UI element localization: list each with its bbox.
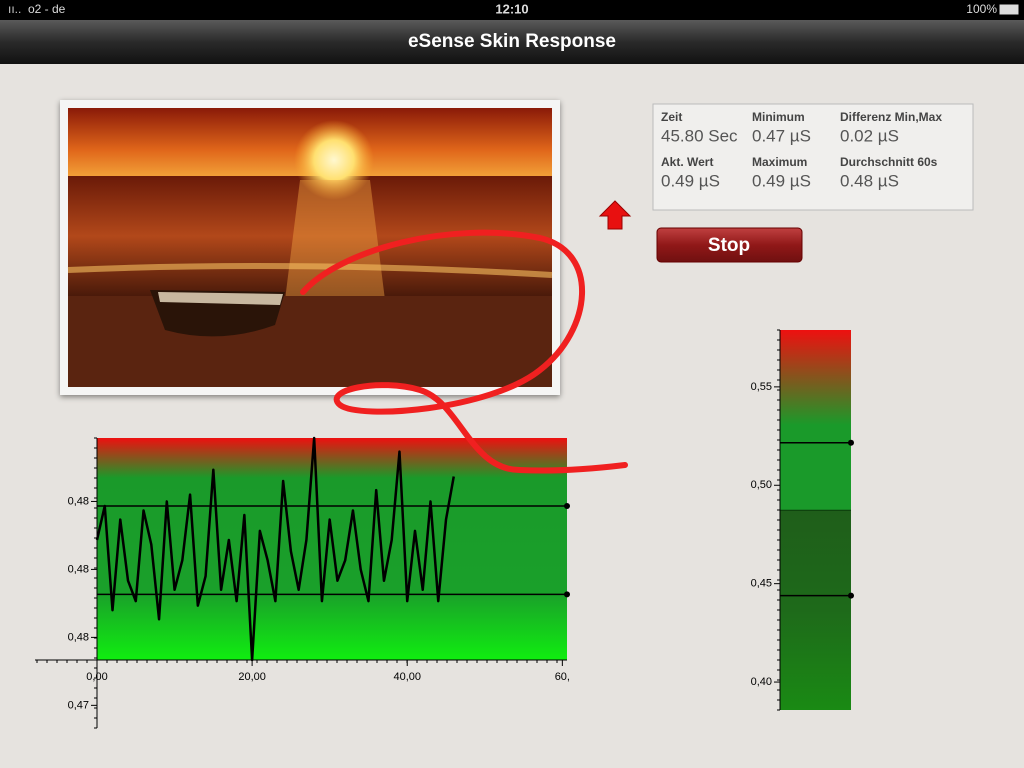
status-bar xyxy=(0,0,1024,20)
reference-dot xyxy=(564,591,570,598)
clock: 12:10 xyxy=(495,1,528,16)
stop-button[interactable]: Stop xyxy=(656,227,803,263)
x-tick-label: 60, xyxy=(555,671,570,683)
x-tick-label: 40,00 xyxy=(393,671,421,683)
photo-boat-top xyxy=(158,292,283,305)
photo-glare xyxy=(285,180,385,300)
stats-panel xyxy=(652,103,974,211)
stats: Zeit 45.80 Sec Minimum 0.47 µS Differenz Min… xyxy=(661,110,942,190)
stat-label: Differenz Min,Max xyxy=(840,110,942,124)
stat-label: Maximum xyxy=(752,155,807,169)
y-tick-label: 0,48 xyxy=(68,563,89,575)
photo-sea xyxy=(68,176,552,296)
y-tick-label: 0,48 xyxy=(68,631,89,643)
nav-bar xyxy=(0,20,1024,64)
y-tick-label: 0,48 xyxy=(68,495,89,507)
scribble xyxy=(300,229,628,474)
battery-text: 100% xyxy=(966,2,997,16)
reference-dot xyxy=(848,592,854,599)
photo-sun xyxy=(294,120,374,200)
nav-title: eSense Skin Response xyxy=(408,31,616,52)
arrow-up xyxy=(598,200,632,230)
stat-label: Durchschnitt 60s xyxy=(840,155,938,169)
plot-background xyxy=(97,438,567,660)
stat-value: 0.48 µS xyxy=(840,171,899,190)
x-tick-label: 20,00 xyxy=(238,671,266,683)
stat-value: 0.02 µS xyxy=(840,126,899,145)
y-tick-label: 0,47 xyxy=(68,699,89,711)
stat-label: Zeit xyxy=(661,110,682,124)
data-line xyxy=(95,436,455,662)
stat-label: Minimum xyxy=(752,110,805,124)
stat-value: 0.49 µS xyxy=(752,171,811,190)
stat-value: 45.80 Sec xyxy=(661,126,738,145)
y-tick-label: 0,55 xyxy=(751,381,772,393)
carrier: o2 - de xyxy=(28,2,66,16)
stat-label: Akt. Wert xyxy=(661,155,713,169)
photo-wave xyxy=(67,263,553,278)
stop-button-label[interactable]: Stop xyxy=(708,235,750,256)
x-tick-label: 0,00 xyxy=(86,671,107,683)
gauge-bar xyxy=(780,510,851,710)
stop-button-bg[interactable] xyxy=(656,227,803,263)
y-tick-label: 0,40 xyxy=(751,676,772,688)
stat-value: 0.49 µS xyxy=(661,171,720,190)
battery-icon xyxy=(999,4,1019,15)
photo xyxy=(60,100,560,395)
photo-beach xyxy=(68,296,552,387)
charts: 0,48 0,48 0,48 0,47 0,00 20,00 40,00 60, 0,55 0,5… xyxy=(35,329,854,729)
reference-dot xyxy=(848,439,854,446)
stat-value: 0.47 µS xyxy=(752,126,811,145)
y-tick-label: 0,45 xyxy=(751,578,772,590)
signal: ıı.. xyxy=(8,2,21,16)
y-tick-label: 0,50 xyxy=(751,479,772,491)
reference-dot xyxy=(564,502,570,509)
